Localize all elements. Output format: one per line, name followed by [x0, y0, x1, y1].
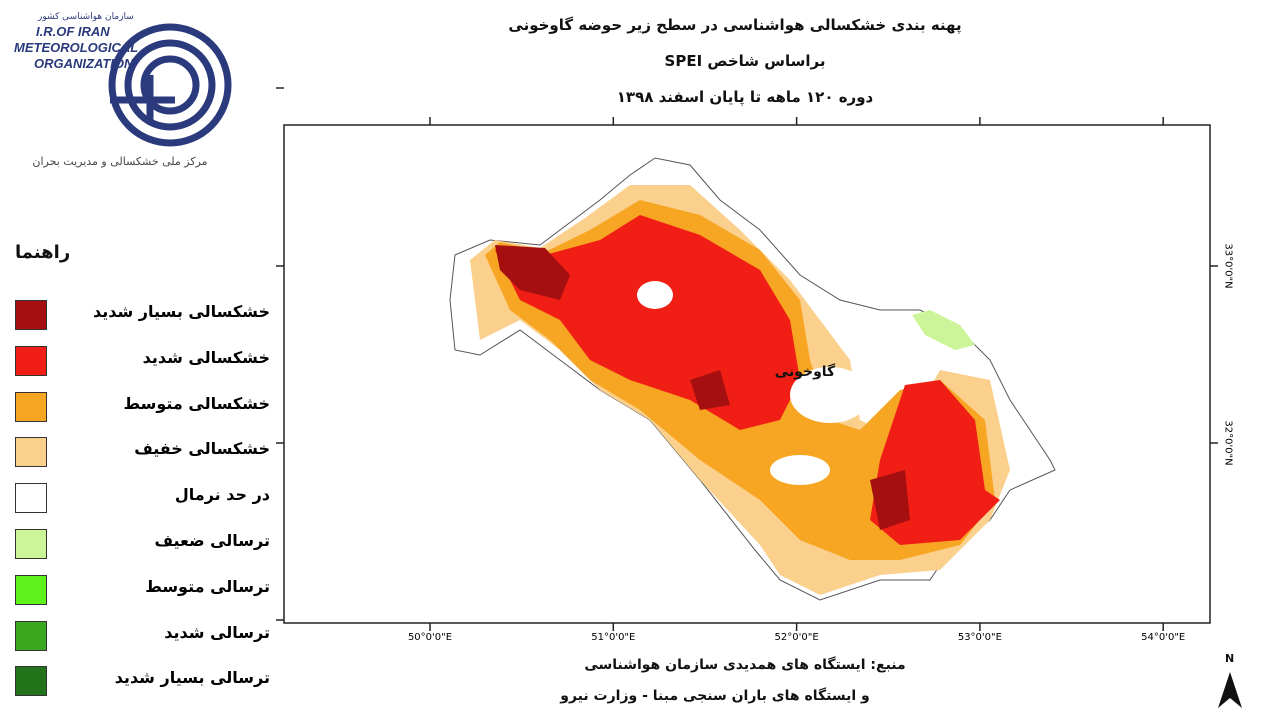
legend-title: راهنما [15, 242, 71, 263]
lon-label: 50°0'0"E [407, 632, 453, 643]
legend-swatch [15, 345, 47, 376]
lon-label: 52°0'0"E [774, 632, 819, 643]
logo-line: METEOROLOGICAL [14, 40, 139, 55]
legend-swatch [15, 437, 47, 468]
logo-center: مرکز ملی خشکسالی و مدیریت بحران [32, 155, 208, 168]
legend-label: ترسالی شدید [164, 622, 270, 642]
legend-swatch [15, 574, 47, 605]
legend-label: خشکسالی متوسط [123, 393, 270, 413]
lat-label: 32°0'0"N [1222, 420, 1234, 466]
lon-label: 53°0'0"E [957, 632, 1002, 643]
map-frame [283, 124, 1211, 624]
logo-mark [108, 23, 232, 147]
legend-swatch [15, 483, 47, 514]
logo-line: ORGANIZATION [34, 56, 134, 71]
legend-label: ترسالی بسیار شدید [114, 668, 270, 688]
lon-label: 54°0'0"E [1141, 632, 1186, 643]
subtitle: براساس شاخص SPEI [664, 52, 826, 70]
lon-label: 51°0'0"E [591, 632, 636, 643]
north-label: N [1225, 652, 1235, 665]
logo-persian: سازمان هواشناسی کشور [38, 12, 134, 22]
source-line: و ایستگاه های باران سنجی مبنا - وزارت نی… [560, 688, 870, 704]
title: پهنه بندی خشکسالی هواشناسی در سطح زیر حو… [508, 16, 962, 34]
legend-label: خشکسالی خفیف [134, 439, 270, 459]
period: دوره ۱۲۰ ماهه تا پایان اسفند ۱۳۹۸ [616, 88, 874, 106]
legend-swatch [15, 666, 47, 697]
legend-swatch [15, 300, 47, 330]
legend-label: خشکسالی بسیار شدید [92, 302, 270, 321]
legend-label: خشکسالی شدید [142, 347, 270, 367]
legend-swatch [15, 620, 47, 651]
legend-swatch [15, 391, 47, 422]
region-label: گاوخونی [774, 364, 836, 380]
map-region [449, 157, 1056, 601]
north-arrow [1218, 672, 1242, 708]
legend-swatch [15, 529, 47, 559]
legend-label: ترسالی ضعیف [154, 531, 270, 550]
legend-label: در حد نرمال [174, 485, 270, 505]
lat-label: 33°0'0"N [1222, 243, 1234, 289]
source-line: منبع: ایستگاه های همدیدی سازمان هواشناسی [584, 657, 906, 673]
legend-label: ترسالی متوسط [145, 576, 270, 596]
logo-line: I.R.OF IRAN [36, 24, 110, 39]
